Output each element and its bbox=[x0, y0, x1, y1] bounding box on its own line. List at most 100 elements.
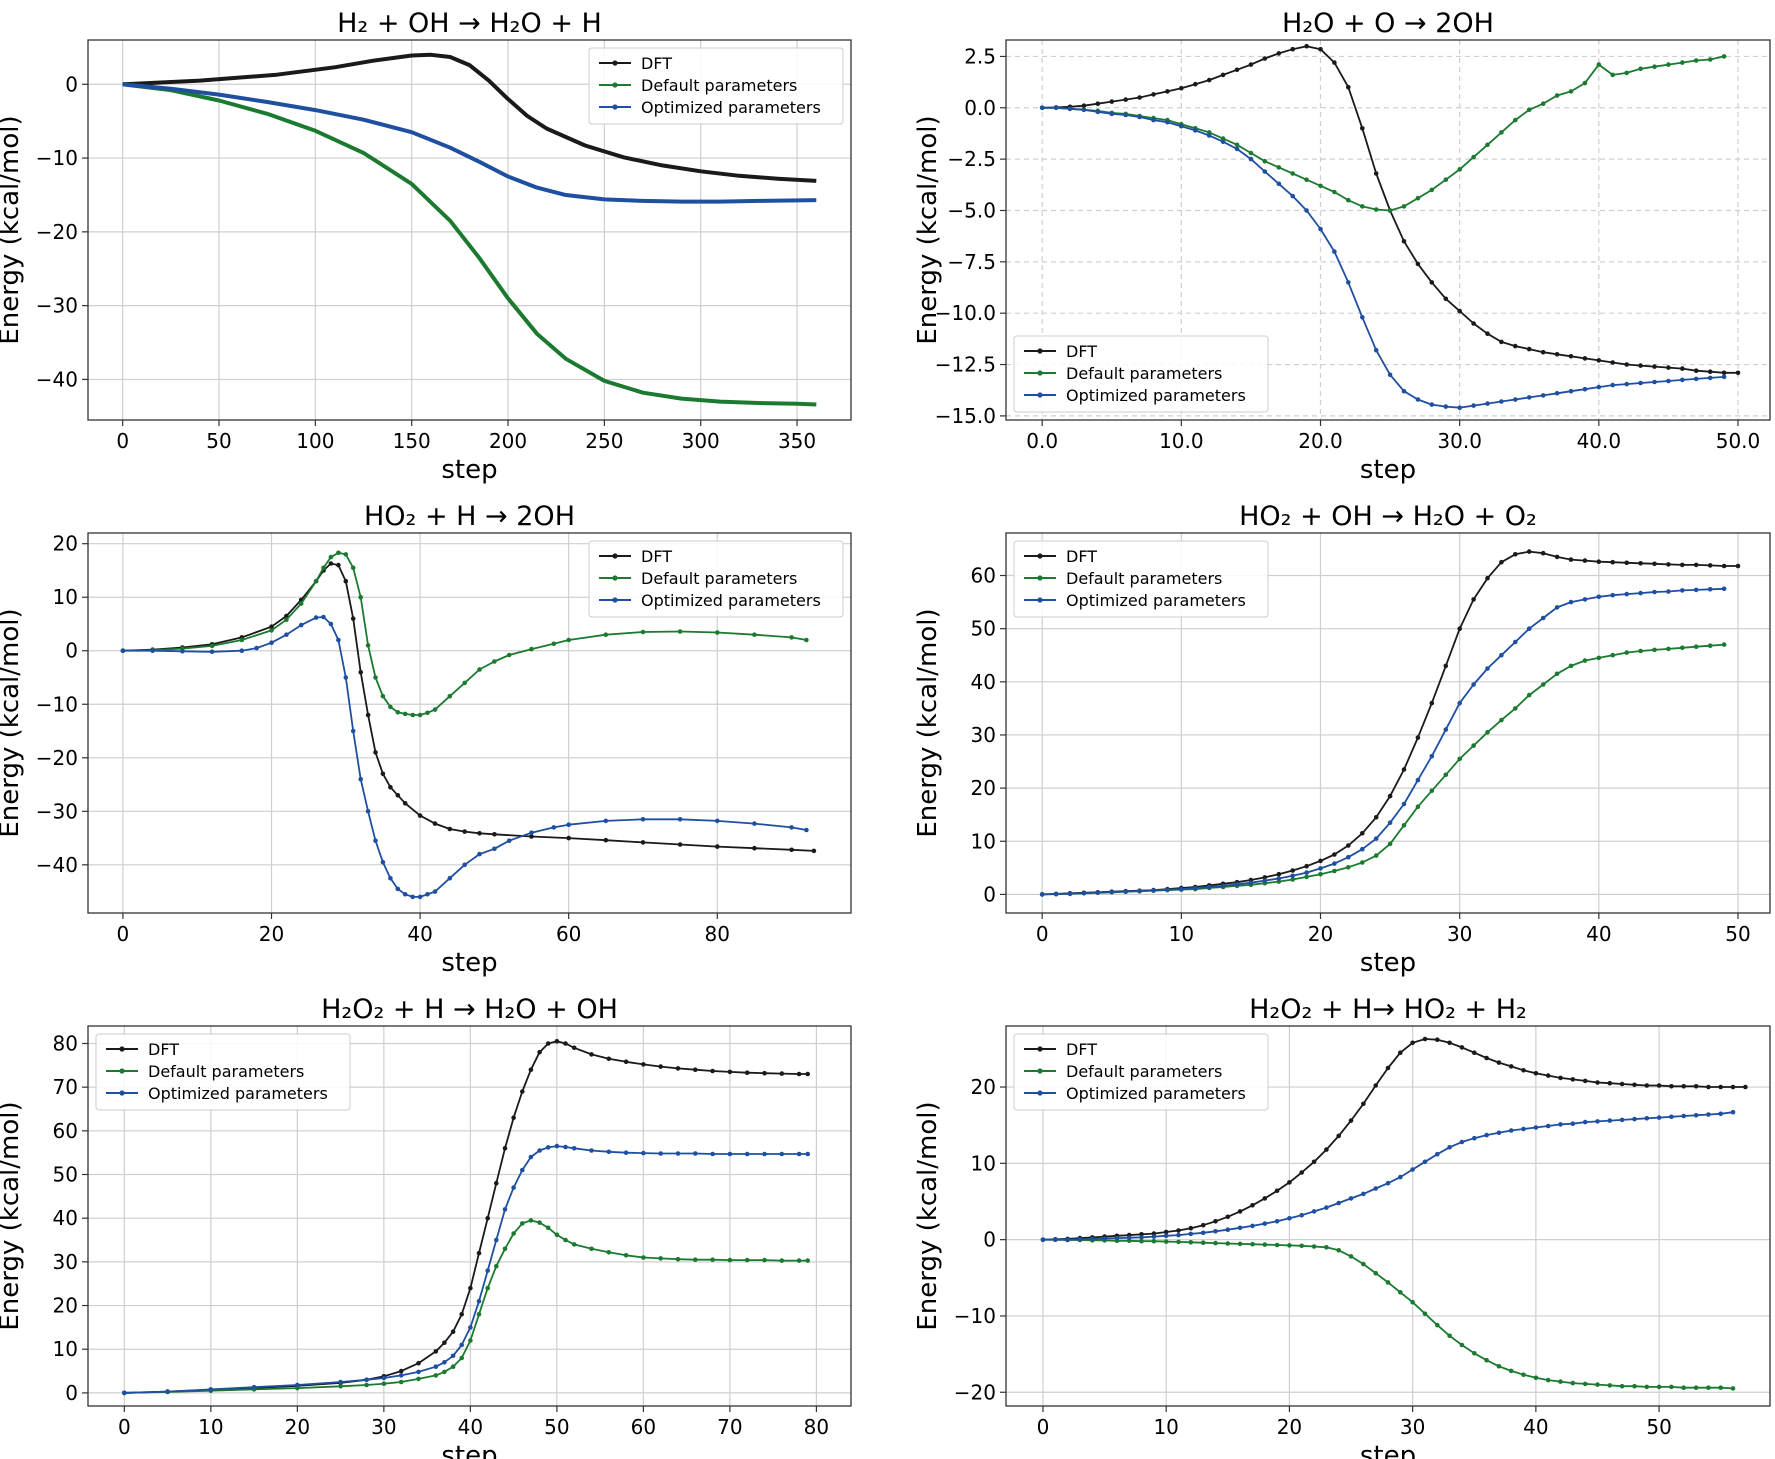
series-line-optimized-parameters bbox=[124, 1145, 808, 1394]
data-point-optimized-parameters bbox=[416, 1369, 421, 1375]
data-point-default-parameters bbox=[450, 1364, 456, 1369]
x-tick-label: 0 bbox=[116, 429, 129, 453]
data-point-default-parameters bbox=[1360, 204, 1365, 209]
legend-label: Default parameters bbox=[1066, 569, 1222, 588]
y-axis-label: Energy (kcal/mol) bbox=[913, 1101, 943, 1330]
data-point-dft bbox=[658, 1064, 663, 1069]
data-point-default-parameters bbox=[313, 578, 319, 584]
data-point-optimized-parameters bbox=[1077, 1237, 1083, 1242]
data-point-optimized-parameters bbox=[1151, 888, 1156, 893]
y-tick-label: 0 bbox=[65, 72, 78, 96]
data-point-default-parameters bbox=[658, 1256, 663, 1261]
data-point-dft bbox=[1596, 559, 1602, 564]
data-point-optimized-parameters bbox=[1610, 592, 1615, 598]
data-point-optimized-parameters bbox=[640, 817, 646, 822]
legend-marker-dft bbox=[119, 1046, 125, 1052]
data-point-default-parameters bbox=[1485, 730, 1490, 735]
data-point-optimized-parameters bbox=[641, 1150, 646, 1156]
x-tick-label: 0 bbox=[1037, 1415, 1050, 1439]
data-point-dft bbox=[1176, 1228, 1181, 1233]
data-point-dft bbox=[528, 1067, 534, 1072]
data-point-dft bbox=[563, 1041, 568, 1046]
chart-title: H₂O + O → 2OH bbox=[1282, 8, 1494, 39]
data-point-default-parameters bbox=[1558, 1379, 1563, 1384]
data-point-default-parameters bbox=[1387, 841, 1393, 847]
data-point-default-parameters bbox=[1718, 1385, 1723, 1390]
data-point-dft bbox=[373, 750, 378, 755]
x-tick-label: 10 bbox=[198, 1415, 223, 1439]
y-tick-label: 10 bbox=[53, 585, 78, 609]
data-point-dft bbox=[641, 1062, 646, 1067]
plot-frame bbox=[1005, 532, 1771, 914]
data-point-dft bbox=[1373, 171, 1379, 176]
data-point-default-parameters bbox=[388, 704, 393, 710]
data-point-dft bbox=[1318, 46, 1323, 52]
legend-marker-default-parameters bbox=[612, 575, 618, 581]
data-point-optimized-parameters bbox=[209, 649, 215, 655]
x-tick-label: 30 bbox=[1400, 1415, 1425, 1439]
x-axis-label: step bbox=[1360, 455, 1416, 485]
data-point-dft bbox=[752, 845, 757, 851]
data-point-optimized-parameters bbox=[677, 817, 683, 822]
legend-label: Default parameters bbox=[641, 569, 797, 588]
data-point-dft bbox=[1360, 126, 1365, 131]
chart-4: 0 10 20 30 40 50 0 10 20 30 40 50 60 HO₂ + OH → H₂O +… bbox=[913, 501, 1771, 978]
data-point-default-parameters bbox=[1373, 853, 1379, 858]
data-point-optimized-parameters bbox=[295, 1382, 300, 1388]
data-point-dft bbox=[1262, 875, 1268, 880]
data-point-default-parameters bbox=[1336, 1248, 1341, 1253]
data-point-dft bbox=[566, 835, 571, 841]
data-point-dft bbox=[462, 829, 468, 834]
data-point-default-parameters bbox=[1429, 788, 1435, 794]
legend-marker-optimized-parameters bbox=[612, 104, 618, 110]
series-line-dft bbox=[122, 562, 814, 852]
legend-label: Optimized parameters bbox=[1066, 386, 1246, 405]
data-point-dft bbox=[1248, 62, 1254, 67]
data-point-default-parameters bbox=[1540, 682, 1546, 687]
data-point-default-parameters bbox=[1311, 1244, 1317, 1249]
data-point-optimized-parameters bbox=[1610, 382, 1615, 388]
data-point-dft bbox=[529, 834, 534, 839]
data-point-optimized-parameters bbox=[122, 1390, 127, 1396]
data-point-optimized-parameters bbox=[1485, 401, 1490, 406]
data-point-optimized-parameters bbox=[1554, 605, 1560, 610]
data-point-dft bbox=[1200, 1222, 1206, 1228]
data-point-optimized-parameters bbox=[1067, 106, 1073, 112]
legend: DFT Default parameters Optimized parameter… bbox=[588, 47, 844, 125]
data-point-optimized-parameters bbox=[462, 862, 468, 868]
data-point-dft bbox=[1262, 56, 1268, 61]
data-point-dft bbox=[1526, 346, 1532, 352]
data-point-dft bbox=[537, 1049, 542, 1055]
data-point-default-parameters bbox=[589, 1246, 594, 1252]
data-point-optimized-parameters bbox=[727, 1151, 733, 1157]
data-point-default-parameters bbox=[1582, 80, 1588, 86]
data-point-optimized-parameters bbox=[1540, 615, 1546, 621]
data-point-default-parameters bbox=[529, 646, 534, 652]
data-point-default-parameters bbox=[566, 637, 571, 643]
data-point-optimized-parameters bbox=[1582, 1119, 1588, 1125]
x-tick-label: 40 bbox=[1586, 922, 1611, 946]
data-point-default-parameters bbox=[381, 1381, 387, 1386]
data-point-dft bbox=[1387, 793, 1393, 799]
data-point-dft bbox=[571, 1045, 577, 1051]
legend: DFT Default parameters Optimized parameter… bbox=[1013, 1033, 1269, 1111]
data-point-dft bbox=[1318, 858, 1323, 864]
data-point-default-parameters bbox=[1513, 117, 1518, 123]
data-point-dft bbox=[1213, 1219, 1218, 1224]
data-point-optimized-parameters bbox=[358, 776, 364, 782]
data-point-dft bbox=[1401, 767, 1407, 772]
data-point-optimized-parameters bbox=[447, 875, 453, 881]
legend: DFT Default parameters Optimized parameter… bbox=[1013, 335, 1269, 413]
data-point-dft bbox=[545, 1041, 551, 1046]
data-point-dft bbox=[640, 840, 646, 845]
data-point-default-parameters bbox=[1299, 1243, 1304, 1249]
data-point-dft bbox=[1484, 1055, 1489, 1061]
data-point-dft bbox=[1730, 1084, 1736, 1090]
x-tick-label: 70 bbox=[717, 1415, 742, 1439]
data-point-dft bbox=[1669, 1084, 1674, 1089]
data-point-optimized-parameters bbox=[502, 1207, 508, 1212]
data-point-default-parameters bbox=[1429, 187, 1435, 193]
y-tick-label: 0 bbox=[65, 639, 78, 663]
data-point-dft bbox=[1290, 46, 1295, 52]
data-point-optimized-parameters bbox=[1706, 1112, 1711, 1117]
